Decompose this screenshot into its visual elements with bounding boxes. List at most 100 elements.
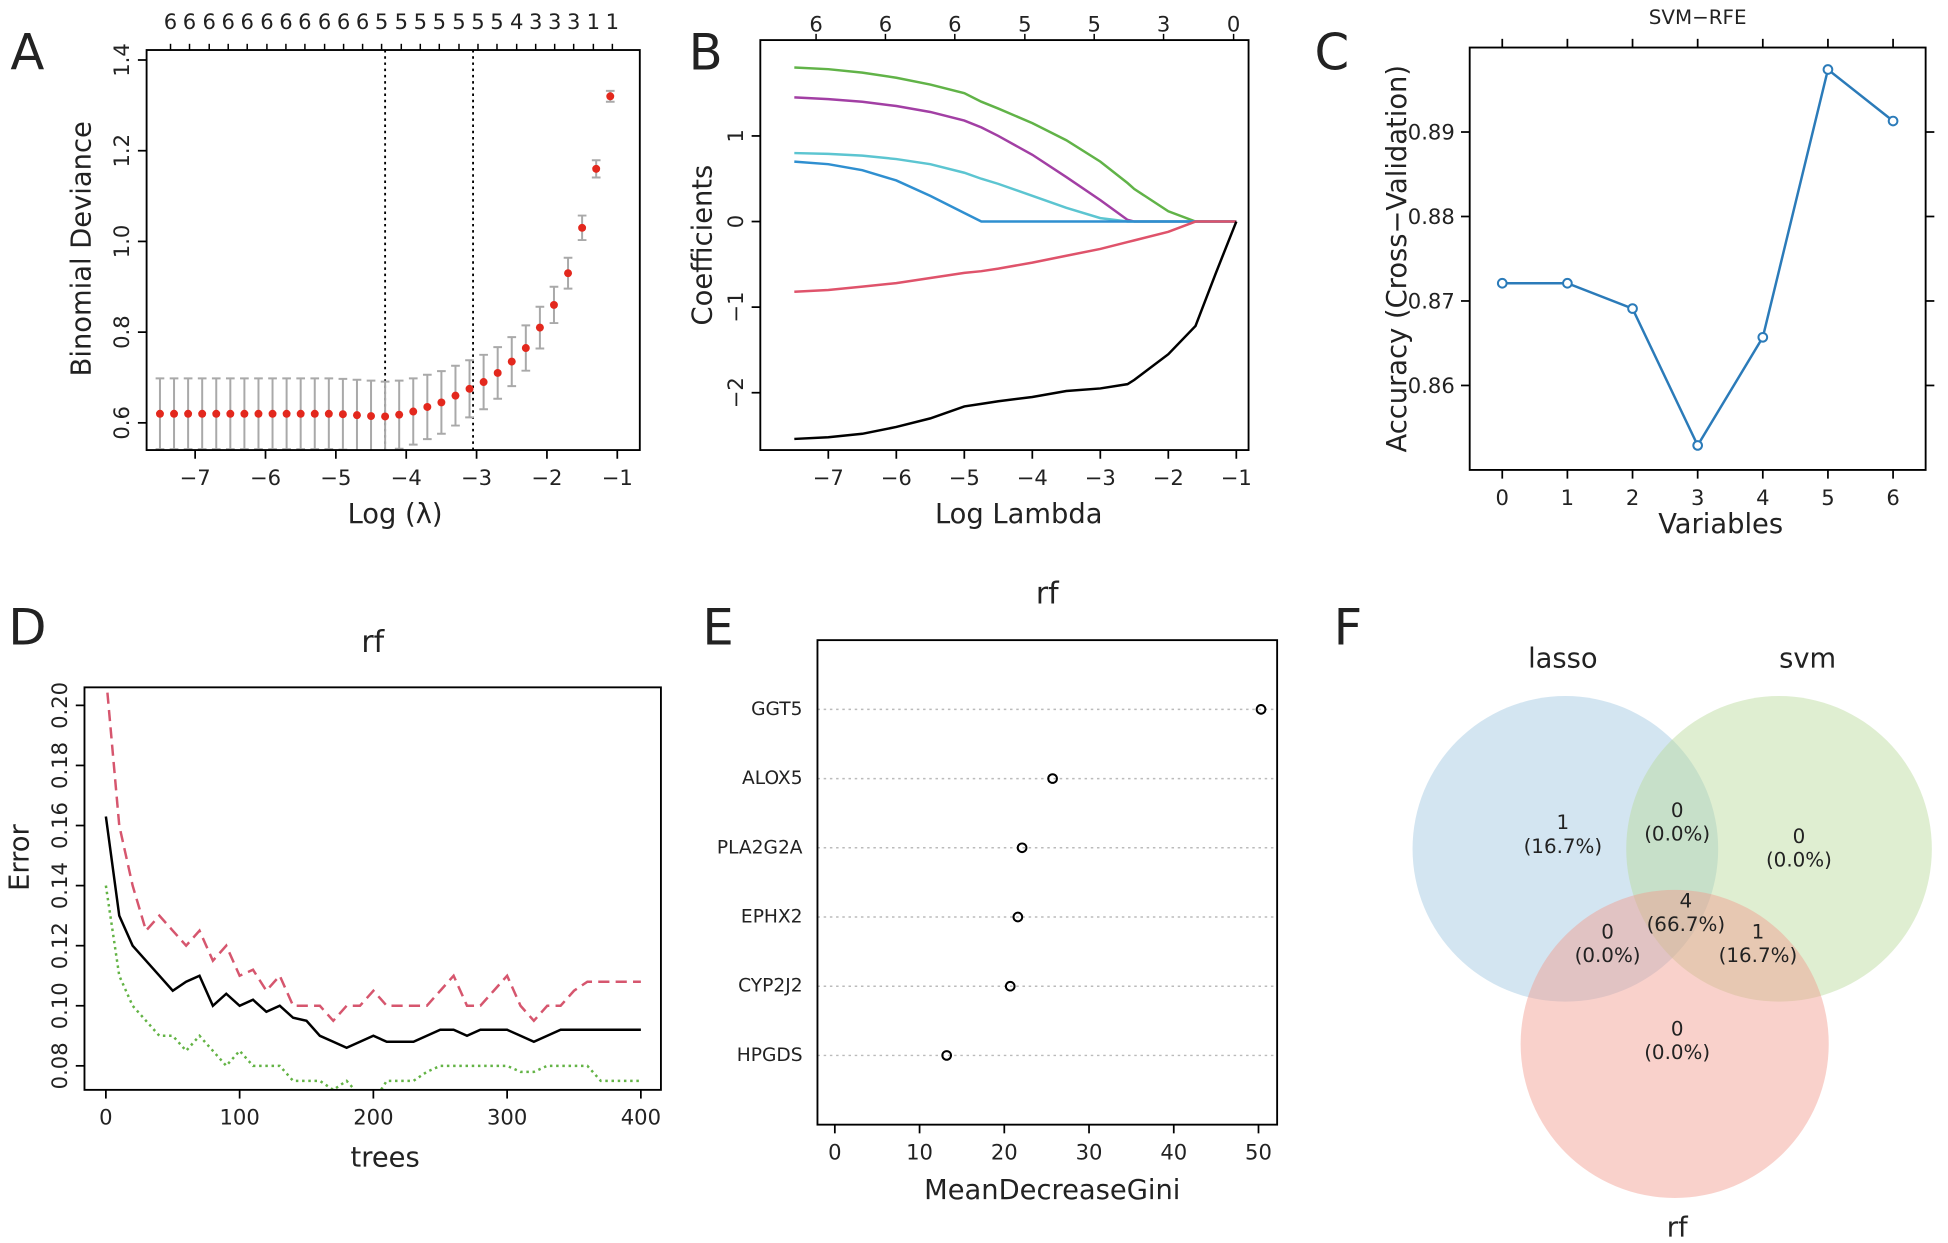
point bbox=[535, 323, 544, 332]
x-tick-label: 2 bbox=[1626, 485, 1639, 510]
marker bbox=[1496, 277, 1508, 289]
top-axis-label: 3 bbox=[529, 9, 542, 34]
region-count: 4 bbox=[1680, 890, 1693, 913]
x-tick-label: 50 bbox=[1245, 1139, 1272, 1164]
point bbox=[240, 409, 249, 418]
x-tick-label: −2 bbox=[531, 465, 562, 490]
plot-frame bbox=[816, 639, 1279, 1126]
x-tick-label: 0 bbox=[828, 1139, 841, 1164]
series-line bbox=[794, 221, 1238, 441]
x-tick-label: 10 bbox=[906, 1139, 933, 1164]
set-circle bbox=[1626, 696, 1932, 1002]
x-tick-label: 200 bbox=[353, 1105, 393, 1130]
point bbox=[493, 368, 502, 377]
series-line bbox=[105, 687, 641, 1023]
top-axis-label: 1 bbox=[606, 9, 619, 34]
dot bbox=[1047, 773, 1058, 784]
point bbox=[268, 409, 277, 418]
point bbox=[310, 409, 319, 418]
top-axis-label: 6 bbox=[183, 9, 196, 34]
panel-letter: A bbox=[10, 24, 44, 82]
chart-title: SVM−RFE bbox=[1649, 6, 1747, 29]
top-axis-label: 6 bbox=[164, 9, 177, 34]
series-line bbox=[1502, 67, 1894, 449]
y-tick-label: 0 bbox=[723, 215, 748, 228]
plot-frame bbox=[1468, 46, 1927, 471]
point bbox=[395, 410, 404, 419]
series-line bbox=[104, 816, 641, 1050]
y-tick-label: 0.86 bbox=[1408, 373, 1455, 398]
point bbox=[409, 407, 418, 416]
y-axis-label: Binomial Deviance bbox=[66, 121, 97, 376]
point bbox=[521, 344, 530, 352]
x-tick-label: 1 bbox=[1561, 485, 1574, 510]
plot-area bbox=[104, 687, 641, 1090]
point bbox=[578, 223, 587, 232]
top-axis-label: 5 bbox=[433, 9, 446, 34]
y-tick-label: 1 bbox=[723, 129, 748, 142]
x-tick-label: −3 bbox=[1085, 465, 1116, 490]
y-tick-label: 0.10 bbox=[47, 982, 72, 1029]
y-tick-label: 0.18 bbox=[47, 742, 72, 789]
y-tick-label: 0.12 bbox=[47, 922, 72, 969]
x-axis-label: Log Lambda bbox=[935, 499, 1103, 530]
y-axis-label: Accuracy (Cross−Validation) bbox=[1382, 65, 1413, 453]
set-circle bbox=[1520, 889, 1829, 1198]
panel-letter: B bbox=[689, 24, 723, 82]
x-tick-label: −6 bbox=[881, 465, 912, 490]
top-axis-label: 6 bbox=[318, 9, 331, 34]
x-tick-label: 0 bbox=[99, 1105, 112, 1130]
region-percent: (16.7%) bbox=[1524, 835, 1603, 858]
region-percent: (0.0%) bbox=[1644, 822, 1710, 845]
y-tick-label: 0.89 bbox=[1408, 120, 1455, 145]
dot bbox=[1012, 911, 1024, 923]
point bbox=[338, 410, 347, 419]
y-tick-label: 0.16 bbox=[47, 802, 72, 849]
top-axis-label: 5 bbox=[395, 9, 408, 34]
marker bbox=[1692, 440, 1704, 451]
point bbox=[465, 384, 474, 393]
y-axis-label: Error bbox=[4, 823, 35, 890]
top-axis-label: 6 bbox=[221, 9, 234, 34]
series-line bbox=[794, 220, 1237, 293]
x-tick-label: −1 bbox=[602, 465, 633, 490]
category-label: HPGDS bbox=[737, 1045, 803, 1066]
y-tick-label: −2 bbox=[723, 377, 748, 408]
top-axis-label: 5 bbox=[471, 9, 484, 34]
x-tick-label: −6 bbox=[250, 465, 281, 490]
point bbox=[212, 409, 221, 418]
point bbox=[296, 409, 305, 418]
top-axis-label: 6 bbox=[809, 11, 822, 36]
y-tick-label: 0.14 bbox=[47, 862, 72, 909]
series-line bbox=[794, 160, 1237, 223]
x-tick-label: −7 bbox=[180, 465, 211, 490]
point bbox=[507, 357, 516, 366]
set-label: svm bbox=[1779, 643, 1836, 674]
x-tick-label: −3 bbox=[461, 465, 492, 490]
category-label: PLA2G2A bbox=[717, 837, 803, 858]
region-count: 1 bbox=[1752, 921, 1765, 944]
y-tick-label: −1 bbox=[723, 292, 748, 323]
point bbox=[170, 409, 179, 418]
marker bbox=[1822, 64, 1834, 75]
chart-title: rf bbox=[361, 625, 385, 660]
marker bbox=[1562, 277, 1573, 289]
category-label: ALOX5 bbox=[742, 768, 803, 789]
y-tick-label: 0.88 bbox=[1408, 204, 1455, 229]
dot bbox=[1004, 980, 1016, 992]
y-tick-label: 0.08 bbox=[47, 1042, 72, 1089]
y-tick-label: 1.2 bbox=[109, 134, 134, 168]
top-axis-label: 5 bbox=[1018, 11, 1031, 36]
region-percent: (0.0%) bbox=[1766, 849, 1832, 872]
y-tick-label: 1.0 bbox=[109, 225, 134, 259]
top-axis-label: 5 bbox=[452, 9, 465, 34]
y-axis-label: Coefficients bbox=[688, 165, 719, 326]
dot bbox=[1255, 704, 1267, 715]
x-tick-label: −7 bbox=[813, 465, 844, 490]
region-percent: (16.7%) bbox=[1719, 944, 1798, 967]
y-tick-label: 0.87 bbox=[1408, 288, 1455, 313]
marker bbox=[1757, 331, 1769, 343]
point bbox=[564, 269, 573, 278]
panel-letter: F bbox=[1334, 599, 1363, 657]
